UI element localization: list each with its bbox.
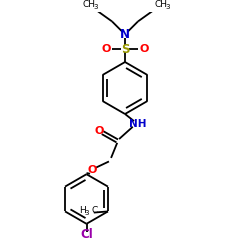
Text: O: O bbox=[102, 44, 111, 54]
Text: O: O bbox=[139, 44, 148, 54]
Text: N: N bbox=[120, 28, 130, 41]
Text: NH: NH bbox=[129, 119, 147, 129]
Text: 3: 3 bbox=[93, 4, 98, 10]
Text: O: O bbox=[88, 165, 97, 175]
Text: Cl: Cl bbox=[80, 228, 93, 241]
Text: 3: 3 bbox=[166, 4, 170, 10]
Text: C: C bbox=[92, 206, 98, 215]
Text: 3: 3 bbox=[84, 210, 89, 216]
Text: CH: CH bbox=[155, 0, 168, 9]
Text: O: O bbox=[94, 126, 104, 136]
Text: H: H bbox=[79, 206, 86, 215]
Text: CH: CH bbox=[82, 0, 95, 9]
Text: S: S bbox=[121, 42, 129, 56]
